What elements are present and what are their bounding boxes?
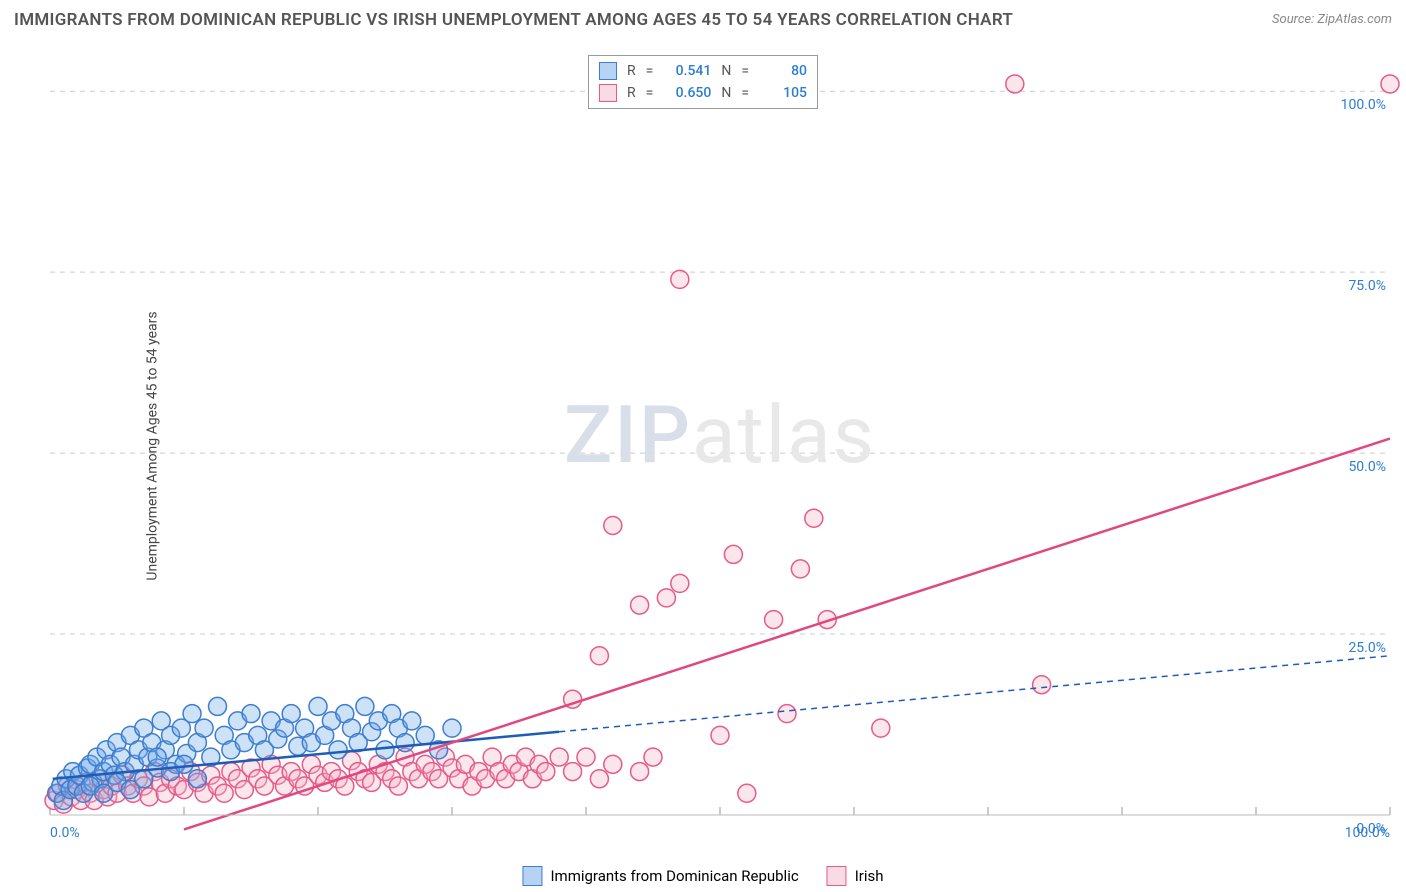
correlation-row-pink: R = 0.650 N = 105: [599, 82, 807, 104]
r-value-pink: 0.650: [663, 85, 711, 101]
chart-root: IMMIGRANTS FROM DOMINICAN REPUBLIC VS IR…: [0, 0, 1406, 892]
svg-text:100.0%: 100.0%: [1345, 825, 1390, 841]
swatch-pink-icon: [827, 866, 847, 886]
swatch-blue-icon: [599, 62, 617, 80]
r-value-blue: 0.541: [663, 63, 711, 79]
n-value-blue: 80: [759, 63, 807, 79]
svg-text:0.0%: 0.0%: [50, 825, 80, 841]
scatter-plot: 0.0%25.0%50.0%75.0%100.0%0.0%100.0%: [50, 55, 1390, 815]
n-label: N: [721, 63, 731, 79]
chart-title: IMMIGRANTS FROM DOMINICAN REPUBLIC VS IR…: [14, 10, 1013, 30]
legend-label-blue: Immigrants from Dominican Republic: [550, 867, 798, 885]
correlation-row-blue: R = 0.541 N = 80: [599, 60, 807, 82]
n-value-pink: 105: [759, 85, 807, 101]
legend-item-blue: Immigrants from Dominican Republic: [522, 866, 798, 886]
swatch-blue-icon: [522, 866, 542, 886]
svg-text:75.0%: 75.0%: [1348, 278, 1386, 294]
legend-item-pink: Irish: [827, 866, 884, 886]
svg-text:50.0%: 50.0%: [1348, 459, 1386, 475]
source-label: Source: ZipAtlas.com: [1272, 12, 1392, 27]
swatch-pink-icon: [599, 84, 617, 102]
x-legend: Immigrants from Dominican Republic Irish: [522, 866, 883, 886]
legend-label-pink: Irish: [855, 867, 884, 885]
svg-text:25.0%: 25.0%: [1348, 640, 1386, 656]
r-label: R: [627, 63, 636, 79]
plot-area: ZIPatlas 0.0%25.0%50.0%75.0%100.0%0.0%10…: [50, 55, 1390, 815]
svg-text:100.0%: 100.0%: [1341, 97, 1386, 113]
correlation-legend: R = 0.541 N = 80 R = 0.650 N = 105: [588, 55, 818, 109]
